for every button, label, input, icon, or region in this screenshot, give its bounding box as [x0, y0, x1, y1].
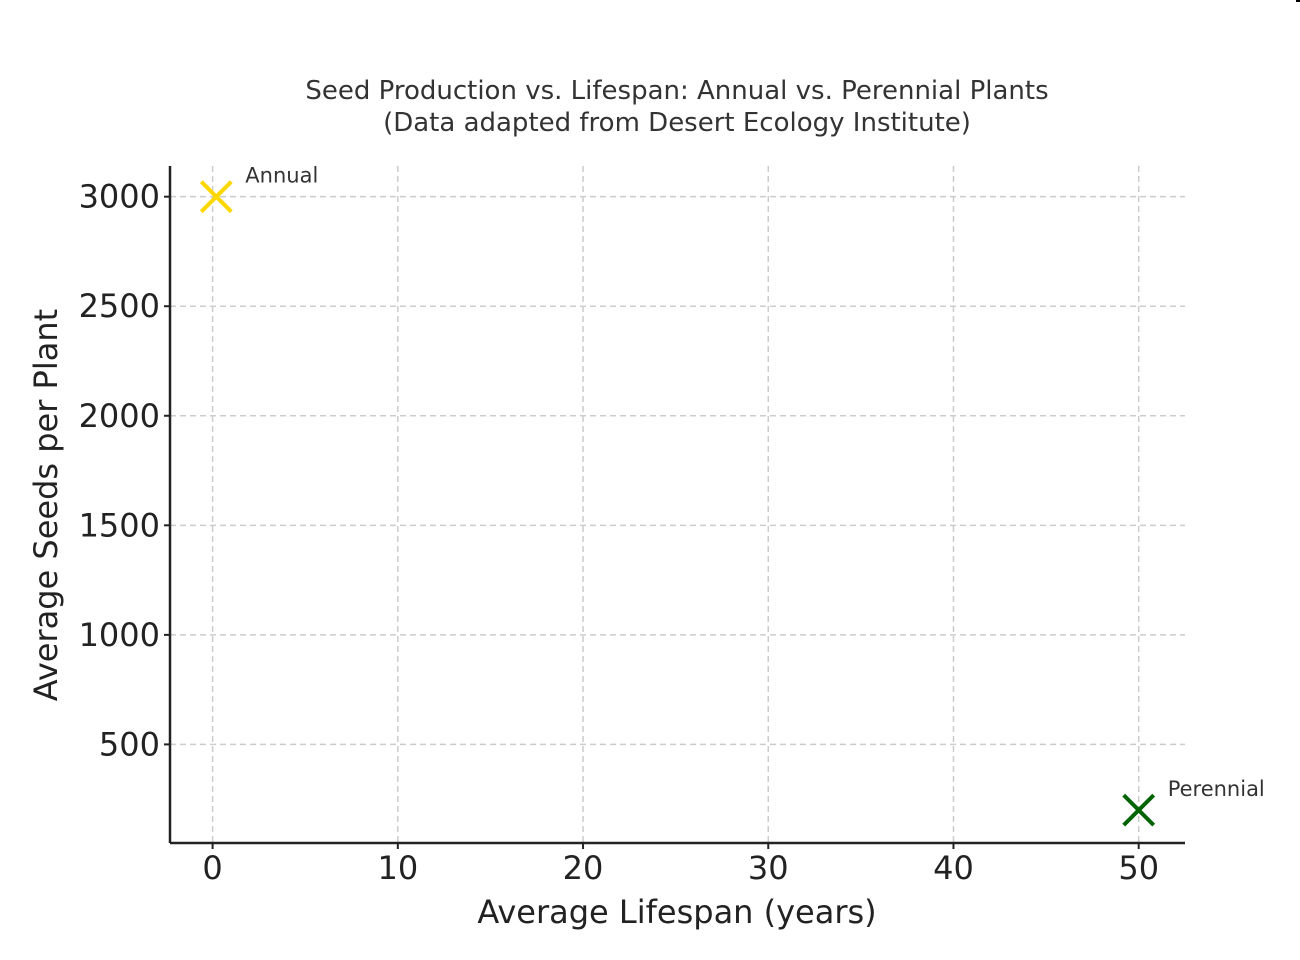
axis-ticks: 0 10 20 30 40 50 500 1000 1500 2000 2500 3000 [79, 178, 1159, 887]
data-point-annual: Annual [199, 164, 318, 214]
y-tick-label: 2500 [79, 287, 160, 325]
x-marker-stroke [199, 180, 233, 214]
chart-title: Seed Production vs. Lifespan: Annual vs.… [305, 76, 1048, 106]
x-tick-label: 50 [1118, 849, 1159, 887]
point-label: Annual [245, 164, 318, 188]
chart-subtitle: (Data adapted from Desert Ecology Instit… [383, 108, 971, 138]
data-point-perennial: Perennial [1122, 777, 1265, 827]
y-tick-label: 2000 [79, 397, 160, 435]
x-marker-stroke [1122, 793, 1156, 827]
grid-lines [170, 166, 1185, 843]
y-tick-label: 3000 [79, 178, 160, 216]
x-tick-label: 30 [748, 849, 789, 887]
y-axis-label: Average Seeds per Plant [27, 309, 65, 701]
x-tick-label: 40 [933, 849, 974, 887]
y-tick-label: 1000 [79, 616, 160, 654]
x-tick-label: 20 [563, 849, 604, 887]
x-axis-label: Average Lifespan (years) [477, 893, 876, 931]
x-tick-label: 10 [377, 849, 418, 887]
point-label: Perennial [1168, 777, 1265, 801]
corner-mark [1296, 0, 1300, 2]
x-tick-label: 0 [202, 849, 222, 887]
y-tick-label: 500 [99, 725, 160, 763]
y-tick-label: 1500 [79, 506, 160, 544]
data-points: Annual Perennial [199, 164, 1265, 827]
